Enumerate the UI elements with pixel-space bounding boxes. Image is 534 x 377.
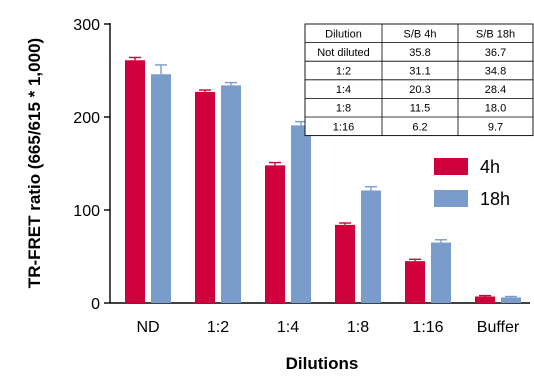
x-axis-title: Dilutions [286,354,359,373]
legend-swatch-18h [434,190,468,207]
legend-label-18h: 18h [480,189,510,209]
bar-4h-ND [125,60,145,303]
y-tick-label: 0 [91,296,100,313]
y-axis-title: TR-FRET ratio (665/615 * 1,000) [25,38,44,288]
bar-18h-1:16 [431,242,451,303]
table-cell: 1:2 [336,66,351,78]
table-cell: 31.1 [409,66,430,78]
x-tick-labels: ND 1:2 1:4 1:8 1:16 Buffer [136,319,519,336]
table-cell: 6.2 [412,121,427,133]
x-tick-label: ND [136,319,159,336]
table-cell: 1:16 [333,121,354,133]
y-tick-label: 200 [73,110,100,127]
table-cell: 20.3 [409,84,430,96]
bars [125,56,521,304]
y-tick-labels: 0 100 200 300 [73,17,100,313]
bar-4h-1:4 [265,165,285,303]
x-tick-label: Buffer [477,319,520,336]
table-cell: 1:8 [336,103,351,115]
table-header-cell: S/B 4h [403,28,436,40]
table-cell: Not diluted [317,47,370,59]
y-tick-label: 100 [73,203,100,220]
legend-label-4h: 4h [480,157,500,177]
bar-18h-Buffer [501,297,521,303]
table-cell: 1:4 [336,84,351,96]
x-tick-label: 1:16 [412,319,443,336]
axes [104,23,530,304]
bar-4h-1:2 [195,91,215,303]
sb-table: Dilution S/B 4h S/B 18h Not diluted 35.8 36.7… [304,23,534,137]
table-cell: 11.5 [410,103,431,115]
bar-4h-1:8 [335,224,355,303]
bar-18h-1:2 [221,85,241,303]
table-header-cell: S/B 18h [476,28,515,40]
bar-4h-1:16 [405,261,425,303]
bar-4h-Buffer [475,296,495,303]
x-tick-label: 1:2 [207,319,229,336]
legend: 4h 18h [434,157,510,209]
table-cell: 35.8 [409,47,430,59]
table-cell: 9.7 [488,121,503,133]
table-cell: 28.4 [485,84,506,96]
table-cell: 34.8 [485,66,506,78]
legend-swatch-4h [434,158,468,175]
bar-18h-1:4 [291,125,311,304]
y-tick-label: 300 [73,17,100,34]
x-tick-label: 1:4 [277,319,299,336]
x-tick-label: 1:8 [347,319,369,336]
table-cell: 36.7 [485,47,506,59]
bar-18h-1:8 [361,190,381,303]
table-cell: 18.0 [485,103,506,115]
table-header-cell: Dilution [325,28,362,40]
bar-18h-ND [151,74,171,303]
